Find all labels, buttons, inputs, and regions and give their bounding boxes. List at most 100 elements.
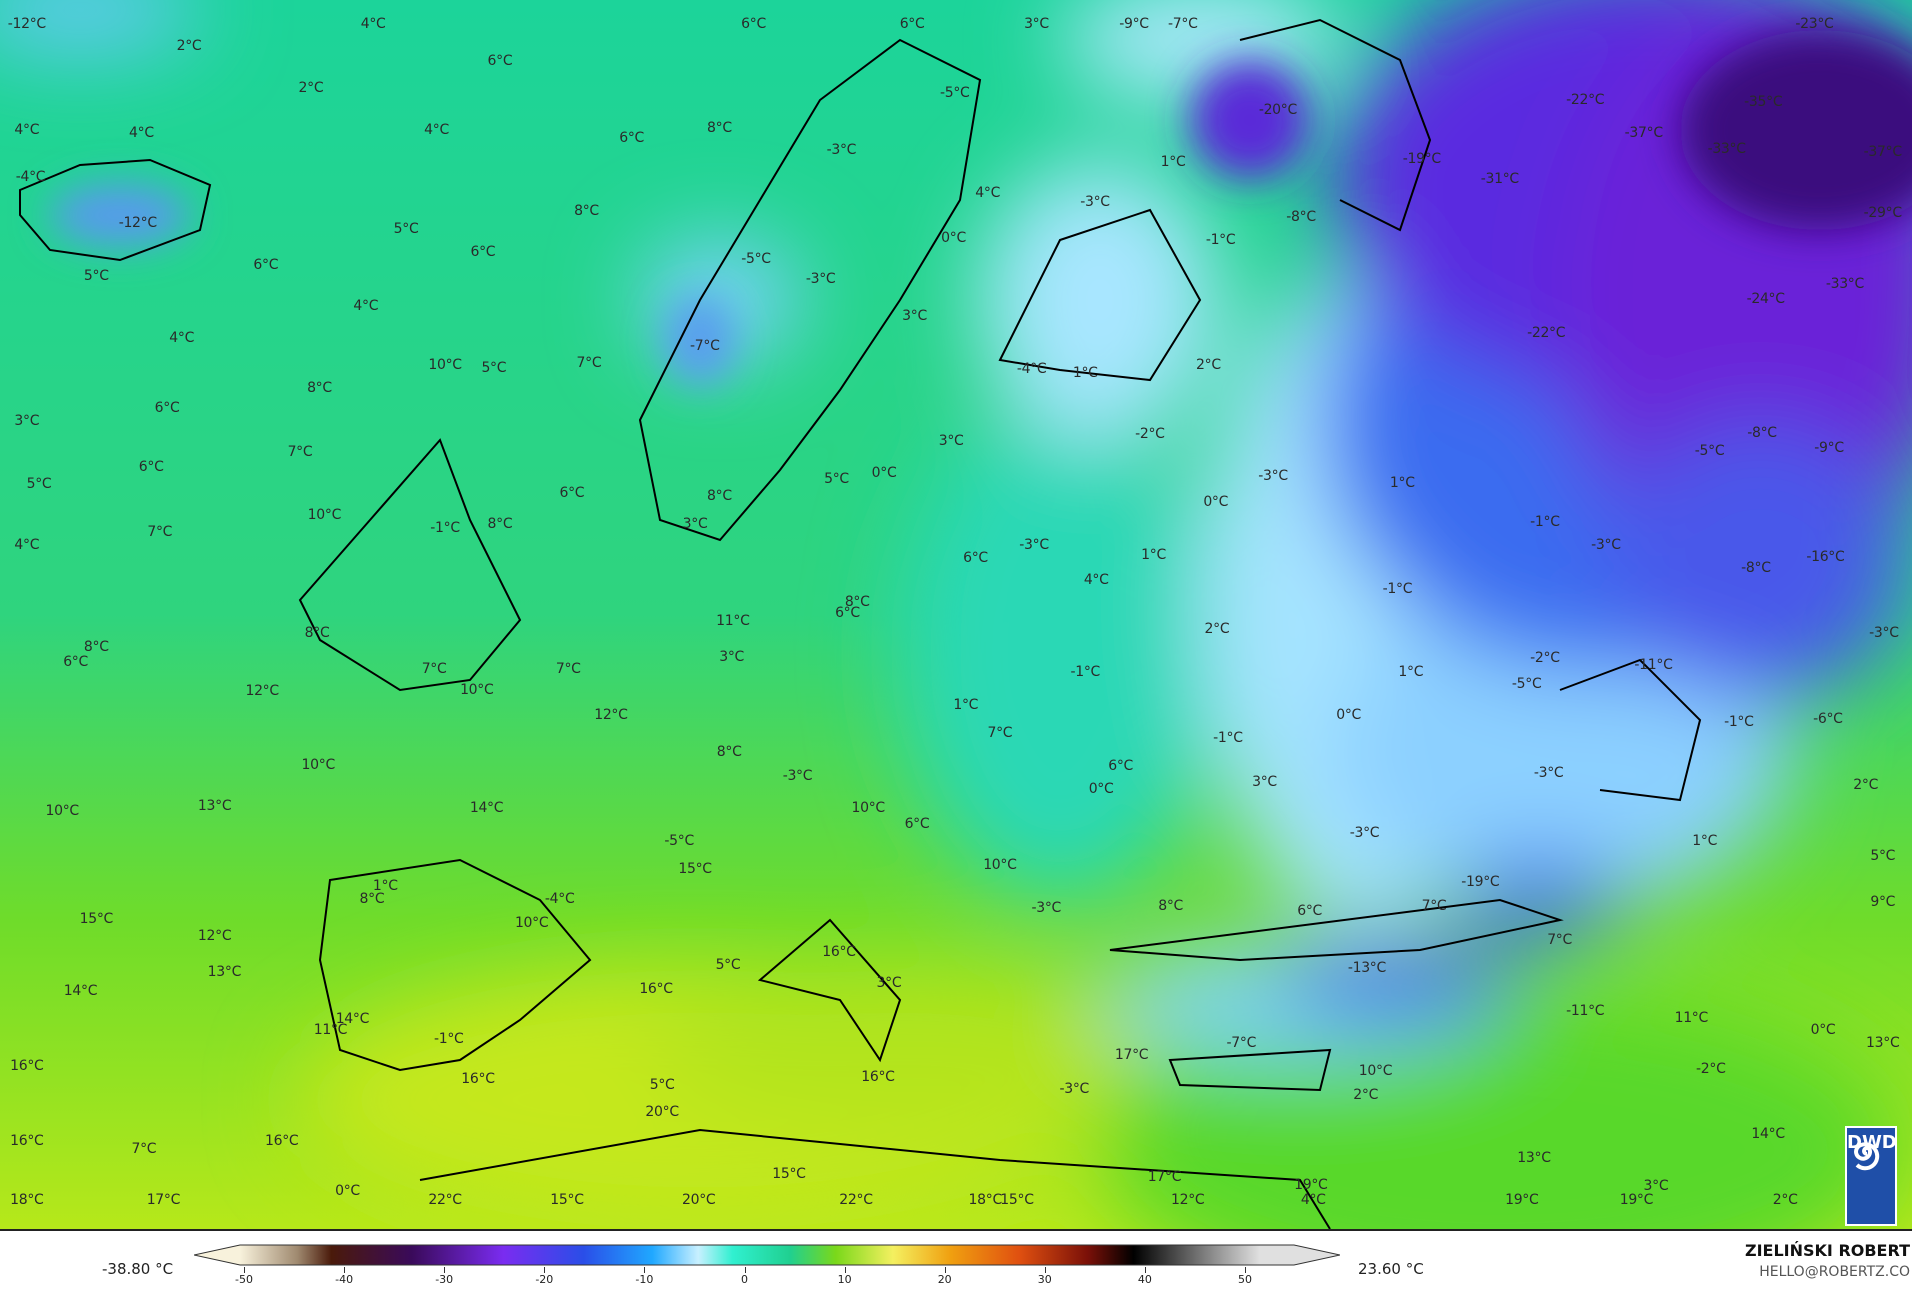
temperature-label: -3°C: [1080, 194, 1110, 211]
temperature-label: 1°C: [953, 696, 979, 713]
temperature-label: 17°C: [1114, 1046, 1149, 1063]
temperature-label: 2°C: [176, 38, 202, 55]
temperature-label: 8°C: [707, 120, 732, 137]
temperature-label: 7°C: [131, 1140, 157, 1157]
temperature-label: 4°C: [353, 298, 379, 315]
temperature-label: 22°C: [839, 1191, 873, 1208]
coastlines: [19, 18, 1702, 1229]
temperature-label: -1°C: [1724, 713, 1754, 730]
temperature-label: 6°C: [1297, 902, 1323, 919]
temperature-label: 13°C: [1866, 1034, 1900, 1051]
credits: ZIELIŃSKI ROBERT HELLO@ROBERTZ.CO: [1745, 1241, 1910, 1280]
temperature-label: 15°C: [1000, 1191, 1034, 1208]
max-temperature: 23.60 °C: [1358, 1260, 1424, 1278]
temperature-label: -35°C: [1744, 94, 1783, 111]
temperature-label: -33°C: [1825, 276, 1864, 293]
temperature-label: 17°C: [1147, 1168, 1182, 1185]
temperature-label: -1°C: [1213, 729, 1243, 746]
temperature-label: -8°C: [1747, 424, 1777, 441]
temperature-label: 18°C: [968, 1191, 1003, 1208]
color-scale-tick-label: 20: [937, 1273, 952, 1286]
temperature-label: 0°C: [1336, 706, 1362, 723]
temperature-label: 4°C: [360, 16, 386, 33]
temperature-label: -11°C: [1566, 1002, 1605, 1019]
temperature-label: 5°C: [824, 471, 849, 488]
color-scale-tick: [1044, 1267, 1046, 1273]
min-temperature: -38.80 °C: [102, 1260, 174, 1278]
temperature-label: -7°C: [690, 338, 720, 355]
color-scale-tick-label: 10: [837, 1273, 852, 1286]
color-scale-tick-label: -20: [535, 1273, 554, 1286]
temperature-label: -4°C: [15, 168, 46, 185]
temperature-label: -20°C: [1258, 101, 1297, 118]
temperature-label: 2°C: [1853, 777, 1879, 794]
temperature-label: 1°C: [1398, 663, 1424, 680]
temperature-label: 4°C: [1083, 572, 1109, 589]
temperature-label: 6°C: [138, 459, 164, 476]
temperature-label: 6°C: [63, 654, 88, 671]
temperature-label: 8°C: [487, 516, 513, 533]
temperature-label: 3°C: [902, 307, 927, 324]
color-scale-tick-label: -50: [235, 1273, 253, 1286]
spiral-icon: [1854, 1142, 1880, 1171]
temperature-label: 19°C: [1505, 1191, 1539, 1208]
temperature-label: -5°C: [664, 833, 694, 850]
temperature-label: 6°C: [963, 550, 988, 567]
temperature-label: 16°C: [264, 1133, 299, 1150]
temperature-label: 10°C: [301, 756, 336, 773]
temperature-label: 16°C: [822, 944, 856, 961]
temperature-label: -7°C: [1168, 16, 1198, 33]
temperature-label: 10°C: [428, 356, 462, 373]
color-scale-tick-label: 30: [1037, 1273, 1052, 1286]
temperature-label: 6°C: [253, 256, 279, 273]
temperature-label: 3°C: [682, 516, 708, 533]
temperature-label: 7°C: [987, 724, 1013, 741]
temperature-label: -3°C: [782, 767, 813, 784]
temperature-label: 8°C: [307, 379, 332, 396]
temperature-label: -5°C: [1694, 443, 1725, 460]
color-scale-tick: [1144, 1267, 1146, 1273]
temperature-label: -37°C: [1624, 124, 1663, 141]
temperature-label: -1°C: [1205, 232, 1236, 249]
temperature-label: -1°C: [1382, 580, 1413, 597]
temperature-label: 4°C: [14, 537, 40, 554]
temperature-label: -22°C: [1527, 324, 1566, 341]
temperature-label: -37°C: [1863, 144, 1902, 161]
temperature-label: -24°C: [1746, 290, 1785, 307]
temperature-map: -12°C 4°C 6°C 6°C 3°C -9°C -7°C -23°C 2°C 6°C 2°C -…: [0, 0, 1912, 1229]
temperature-label: 8°C: [844, 594, 870, 611]
color-scale-tick-label: 40: [1137, 1273, 1152, 1286]
temperature-label: 2°C: [298, 79, 324, 96]
temperature-label: 6°C: [470, 244, 496, 261]
temperature-label: -1°C: [1530, 513, 1560, 530]
temperature-label: 3°C: [1252, 773, 1277, 790]
temperature-label: 7°C: [555, 661, 581, 678]
color-scale-tick: [244, 1267, 245, 1273]
temperature-label: 11°C: [716, 612, 750, 629]
temperature-label: -33°C: [1707, 140, 1746, 157]
temperature-label: 0°C: [1810, 1022, 1836, 1039]
temperature-label: 4°C: [169, 329, 195, 346]
temperature-label: 6°C: [154, 400, 180, 417]
temperature-label: 13°C: [207, 963, 242, 980]
temperature-label: 5°C: [83, 267, 109, 284]
temperature-label: 6°C: [741, 16, 766, 33]
temperature-label: -3°C: [1019, 537, 1049, 554]
color-scale-tick: [444, 1267, 446, 1273]
temperature-label: 3°C: [719, 649, 745, 666]
temperature-label: -1°C: [430, 519, 460, 536]
temperature-label: -9°C: [1814, 439, 1844, 456]
color-scale-tick-label: 50: [1238, 1273, 1252, 1286]
temperature-label: 7°C: [421, 661, 447, 678]
temperature-label: 16°C: [10, 1057, 44, 1074]
temperature-label: 20°C: [682, 1191, 716, 1208]
temperature-label: 7°C: [1421, 898, 1447, 914]
temperature-label: 12°C: [197, 928, 232, 945]
temperature-label: -3°C: [1031, 900, 1062, 917]
temperature-label: 10°C: [460, 682, 494, 699]
temperature-label: 15°C: [79, 911, 114, 928]
temperature-label: 5°C: [481, 360, 507, 377]
temperature-label: 0°C: [1088, 780, 1114, 797]
temperature-label: 9°C: [1870, 894, 1896, 911]
temperature-label: 10°C: [514, 915, 549, 932]
